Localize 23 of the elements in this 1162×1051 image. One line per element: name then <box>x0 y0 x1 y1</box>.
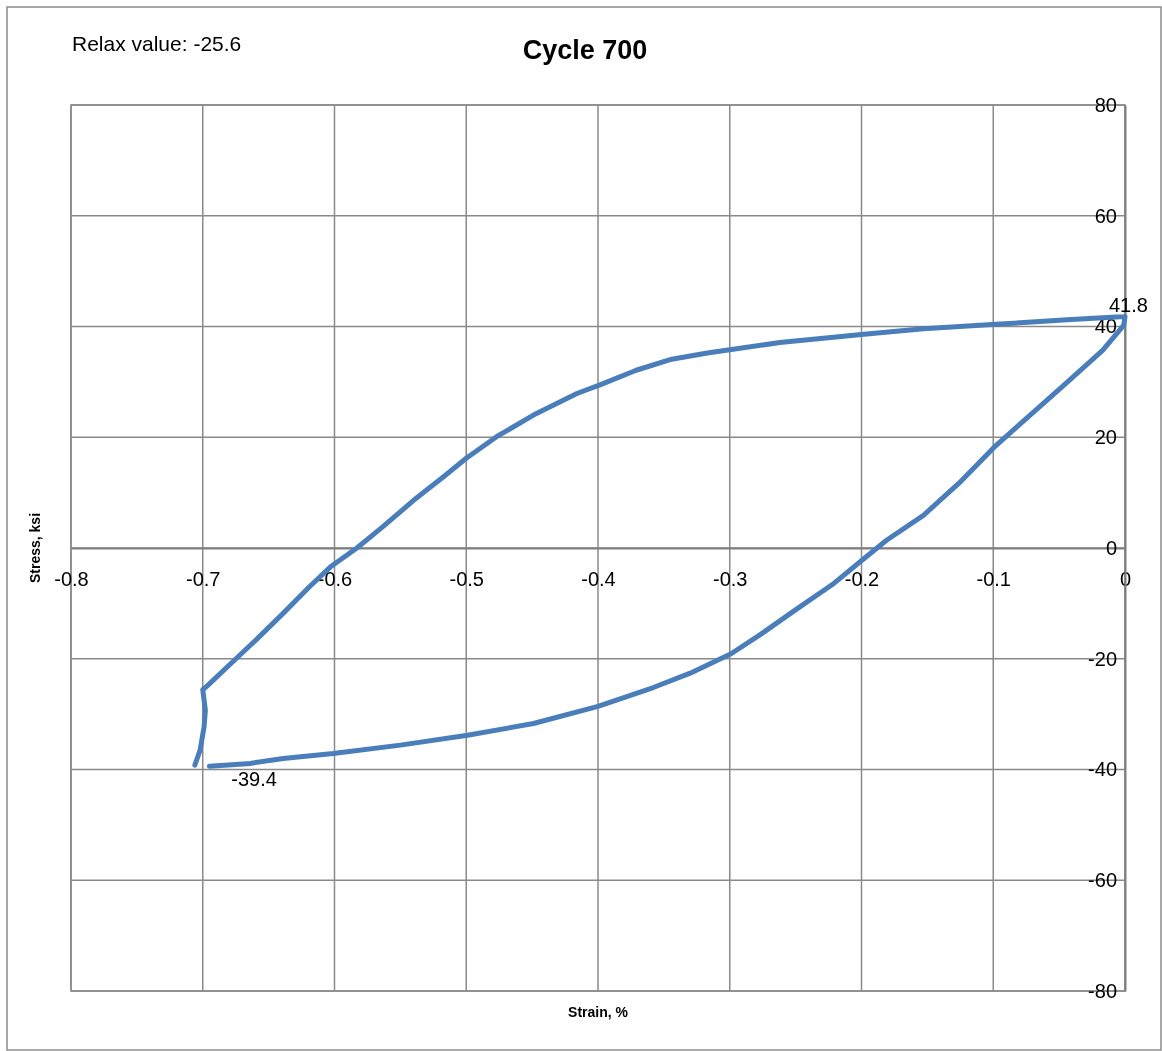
y-tick-label: 60 <box>1094 204 1117 227</box>
annotation: -39.4 <box>231 768 277 791</box>
y-tick-label: 0 <box>1105 536 1117 559</box>
y-tick-label: -80 <box>1088 979 1117 1002</box>
x-axis-title: Strain, % <box>568 1003 629 1020</box>
x-tick-label: -0.3 <box>713 568 748 590</box>
x-tick-label: -0.4 <box>581 568 616 590</box>
y-tick-label: -20 <box>1088 647 1117 670</box>
text: Relax value: -25.6 <box>72 31 242 55</box>
x-tick-label: -0.1 <box>976 568 1011 590</box>
y-tick-label: -40 <box>1088 758 1117 781</box>
y-tick-label: 80 <box>1094 93 1117 116</box>
y-axis-title: Stress, ksi <box>26 512 43 584</box>
y-tick-label: 40 <box>1094 315 1117 338</box>
chart-title: Cycle 700 <box>522 35 648 66</box>
x-tick-label: -0.7 <box>186 568 221 590</box>
y-tick-label: 20 <box>1094 426 1117 449</box>
x-tick-label: -0.8 <box>54 568 89 590</box>
annotation: 41.8 <box>1109 293 1148 316</box>
y-tick-label: -60 <box>1088 869 1117 892</box>
x-tick-label: -0.6 <box>317 568 353 590</box>
x-tick-label: -0.5 <box>449 568 484 590</box>
x-tick-label: -0.2 <box>844 568 880 590</box>
